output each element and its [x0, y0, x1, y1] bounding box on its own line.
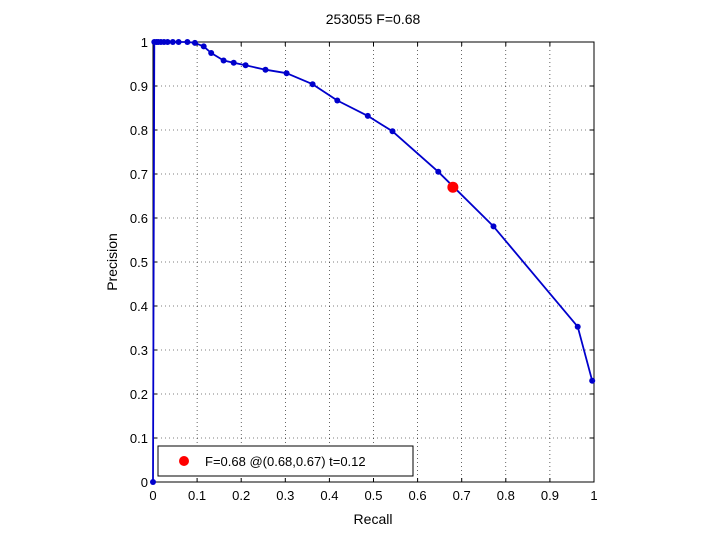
data-point — [169, 39, 176, 45]
x-tick-label: 0.1 — [188, 488, 206, 503]
x-axis-label: Recall — [354, 511, 393, 527]
data-point — [262, 66, 269, 73]
x-tick-label: 0 — [149, 488, 156, 503]
data-point — [175, 39, 182, 45]
data-point — [242, 62, 249, 69]
data-point — [150, 479, 156, 485]
data-point — [184, 39, 191, 45]
y-tick-label: 0.4 — [130, 299, 148, 314]
legend-box — [157, 445, 414, 477]
x-tick-label: 0.4 — [320, 488, 338, 503]
legend-label: F=0.68 @(0.68,0.67) t=0.12 — [205, 454, 366, 469]
x-tick-label: 0.7 — [453, 488, 471, 503]
y-tick-label: 0.1 — [130, 431, 148, 446]
axis-ticks: 0 0.1 0.2 0.3 0.4 0.5 0.6 0.7 0.8 0.9 1 0 0.1 0.2 0.3 0… — [130, 35, 598, 503]
y-tick-label: 0.5 — [130, 255, 148, 270]
y-tick-label: 0.9 — [130, 79, 148, 94]
y-tick-label: 0.2 — [130, 387, 148, 402]
y-tick-label: 0.8 — [130, 123, 148, 138]
legend-marker — [179, 456, 189, 466]
highlight-layer — [447, 181, 459, 193]
best-f-point — [447, 181, 459, 193]
x-tick-label: 0.2 — [232, 488, 250, 503]
data-point — [191, 39, 198, 46]
x-tick-label: 0.9 — [541, 488, 559, 503]
data-point — [164, 39, 171, 45]
chart-title: 253055 F=0.68 — [326, 11, 421, 27]
data-point — [589, 377, 596, 384]
data-point — [435, 168, 442, 175]
y-tick-label: 0.6 — [130, 211, 148, 226]
legend: F=0.68 @(0.68,0.67) t=0.12 — [157, 445, 414, 477]
series-line — [152, 41, 594, 483]
data-point — [220, 57, 227, 64]
data-point — [389, 128, 396, 135]
data-point — [230, 59, 237, 66]
x-tick-label: 1 — [590, 488, 597, 503]
y-tick-label: 1 — [141, 35, 148, 50]
x-tick-label: 0.5 — [364, 488, 382, 503]
series-layer — [150, 39, 596, 485]
x-tick-label: 0.6 — [409, 488, 427, 503]
data-point — [309, 81, 316, 88]
data-point — [364, 112, 371, 119]
y-tick-label: 0 — [141, 475, 148, 490]
data-point — [490, 223, 497, 230]
y-tick-label: 0.7 — [130, 167, 148, 182]
data-point — [200, 43, 207, 50]
data-point — [334, 97, 341, 104]
data-point — [208, 50, 215, 56]
grid-lines — [153, 42, 594, 482]
x-tick-label: 0.3 — [276, 488, 294, 503]
data-point — [283, 70, 290, 77]
y-tick-label: 0.3 — [130, 343, 148, 358]
y-axis-label: Precision — [104, 233, 120, 291]
data-point — [574, 323, 581, 330]
x-tick-label: 0.8 — [497, 488, 515, 503]
